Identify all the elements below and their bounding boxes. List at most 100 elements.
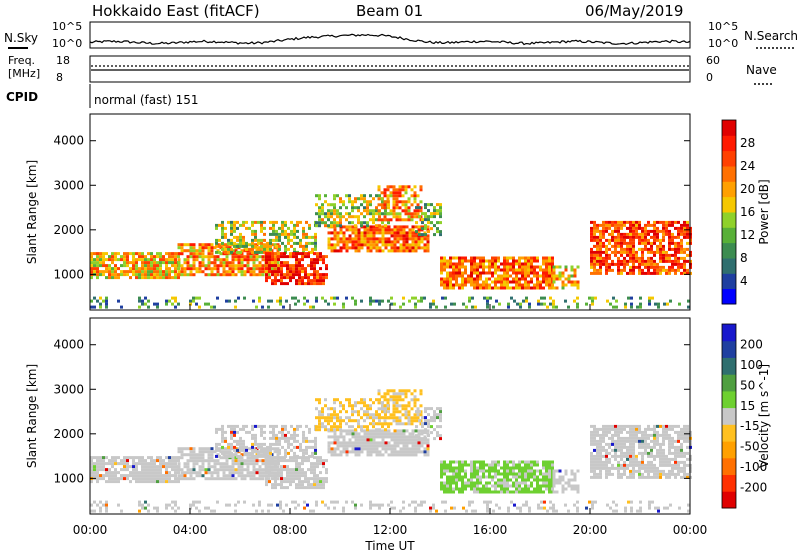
power-cell bbox=[228, 264, 232, 268]
velocity-cell bbox=[405, 438, 409, 442]
velocity-cell bbox=[207, 465, 211, 469]
velocity-cell bbox=[590, 430, 593, 434]
velocity-cell bbox=[638, 442, 641, 446]
power-cell bbox=[408, 249, 412, 253]
velocity-cell bbox=[476, 487, 479, 491]
power-cell bbox=[327, 203, 330, 207]
velocity-cell bbox=[545, 472, 548, 476]
power-cell bbox=[266, 247, 269, 251]
power-cell bbox=[210, 255, 214, 259]
velocity-cell bbox=[417, 429, 421, 433]
velocity-cell bbox=[404, 404, 408, 408]
power-cell bbox=[230, 241, 233, 245]
power-cell bbox=[551, 262, 554, 266]
power-cell bbox=[387, 203, 390, 207]
power-cell bbox=[389, 191, 393, 195]
power-cell bbox=[171, 264, 174, 268]
velocity-cell bbox=[222, 474, 226, 478]
velocity-cell bbox=[665, 433, 668, 437]
velocity-cell bbox=[207, 471, 211, 475]
power-cell bbox=[363, 194, 366, 198]
velocity-cell bbox=[117, 503, 120, 507]
velocity-cell bbox=[354, 444, 358, 448]
power-cell bbox=[304, 282, 307, 286]
power-cell bbox=[608, 226, 611, 230]
power-cell bbox=[458, 262, 461, 266]
velocity-cell bbox=[458, 463, 461, 467]
power-cell bbox=[407, 185, 411, 189]
power-cell bbox=[533, 271, 536, 275]
power-cell bbox=[313, 276, 316, 280]
velocity-cell bbox=[614, 430, 617, 434]
velocity-cell bbox=[414, 450, 418, 454]
velocity-cell bbox=[427, 419, 430, 423]
power-cell bbox=[216, 267, 220, 271]
velocity-cell bbox=[411, 450, 415, 454]
velocity-cell bbox=[641, 439, 644, 443]
velocity-cell bbox=[273, 459, 277, 463]
velocity-cell bbox=[396, 429, 400, 433]
power-cell bbox=[413, 185, 417, 189]
velocity-cell bbox=[316, 459, 319, 463]
velocity-cell bbox=[590, 442, 593, 446]
velocity-cell bbox=[333, 506, 336, 510]
velocity-cell bbox=[313, 483, 316, 487]
velocity-cell bbox=[482, 487, 485, 491]
velocity-cell bbox=[310, 465, 313, 469]
velocity-cell bbox=[261, 477, 265, 481]
velocity-cell bbox=[473, 484, 476, 488]
power-cell bbox=[171, 261, 174, 265]
power-cell bbox=[629, 250, 632, 254]
velocity-cell bbox=[274, 483, 277, 487]
velocity-cell bbox=[210, 447, 214, 451]
power-cell bbox=[284, 235, 287, 239]
power-cell bbox=[261, 255, 265, 259]
power-cell bbox=[90, 264, 93, 268]
power-cell bbox=[611, 232, 614, 236]
power-cell bbox=[315, 221, 318, 225]
power-cell bbox=[213, 258, 217, 262]
power-cell bbox=[242, 241, 245, 245]
velocity-cell bbox=[386, 416, 390, 420]
velocity-cell bbox=[243, 468, 247, 472]
power-cell bbox=[683, 235, 686, 239]
velocity-cell bbox=[286, 468, 289, 472]
velocity-cell bbox=[318, 422, 321, 426]
power-cell bbox=[564, 299, 567, 303]
power-cell bbox=[662, 256, 665, 260]
power-cell bbox=[123, 255, 126, 259]
power-cell bbox=[114, 264, 117, 268]
velocity-cell bbox=[159, 468, 162, 472]
power-cell bbox=[404, 203, 408, 207]
velocity-cell bbox=[269, 436, 272, 440]
velocity-cell bbox=[252, 471, 256, 475]
power-cell bbox=[617, 268, 620, 272]
velocity-cell bbox=[420, 429, 424, 433]
power-cell bbox=[227, 247, 230, 251]
power-cell bbox=[567, 274, 571, 278]
velocity-cell bbox=[293, 439, 296, 443]
velocity-cell bbox=[506, 481, 509, 485]
power-cell bbox=[659, 271, 662, 275]
velocity-cell bbox=[470, 475, 473, 479]
power-cell bbox=[348, 234, 352, 238]
power-cell bbox=[316, 279, 319, 283]
velocity-cell bbox=[258, 503, 261, 507]
velocity-cell bbox=[443, 460, 446, 464]
power-cell bbox=[638, 241, 641, 245]
power-cell bbox=[476, 283, 479, 287]
power-cell bbox=[171, 252, 174, 256]
velocity-cell bbox=[650, 427, 653, 431]
velocity-cell bbox=[506, 490, 509, 494]
power-cell bbox=[632, 247, 635, 251]
velocity-cell bbox=[416, 416, 420, 420]
power-cell bbox=[486, 299, 489, 303]
velocity-cell bbox=[576, 484, 580, 488]
power-cell bbox=[647, 259, 650, 263]
power-cell bbox=[405, 249, 409, 253]
power-cell bbox=[650, 241, 653, 245]
power-cell bbox=[147, 270, 150, 274]
power-cell bbox=[686, 247, 689, 251]
power-cell bbox=[363, 197, 366, 201]
power-cell bbox=[398, 191, 402, 195]
